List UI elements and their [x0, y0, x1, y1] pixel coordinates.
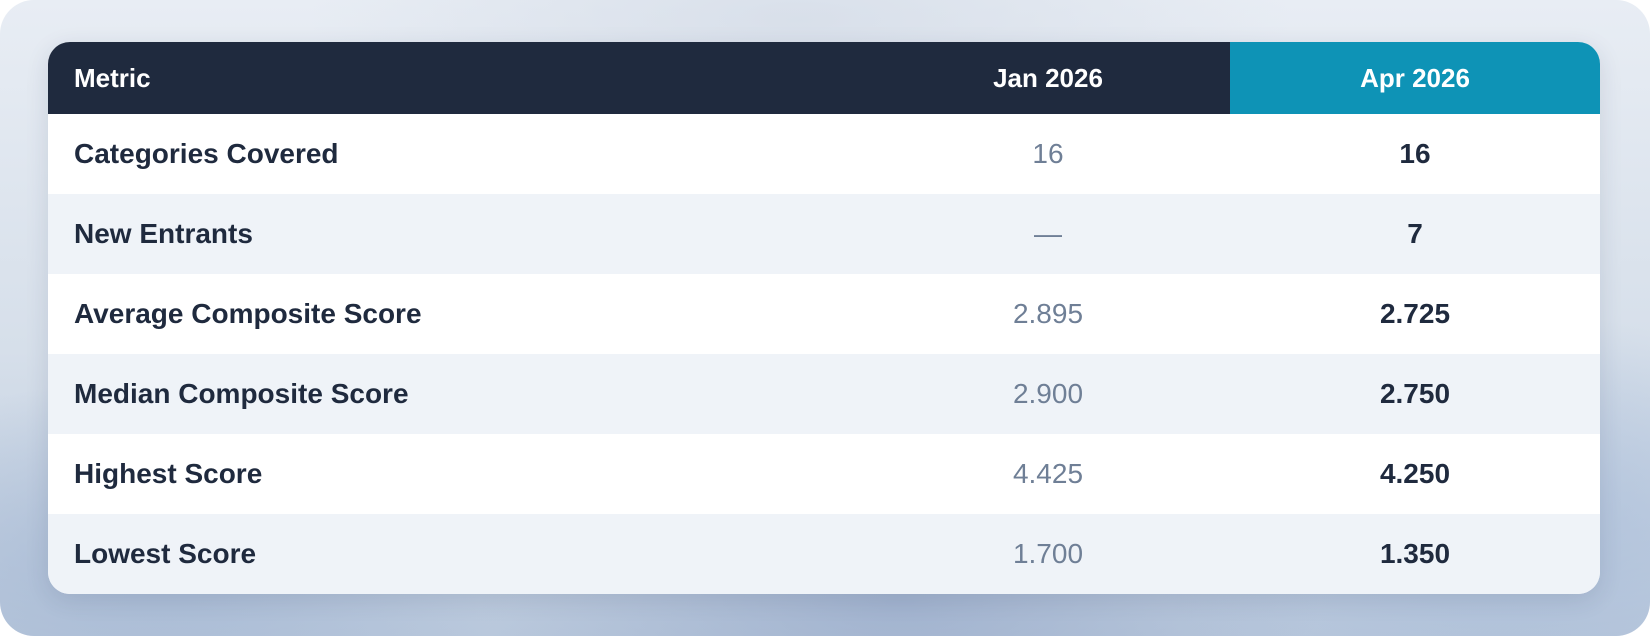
- table-row: Categories Covered 16 16: [48, 114, 1600, 194]
- metric-label: Median Composite Score: [74, 378, 409, 409]
- table-row: Average Composite Score 2.895 2.725: [48, 274, 1600, 354]
- metric-label: New Entrants: [74, 218, 253, 249]
- table-row: Median Composite Score 2.900 2.750: [48, 354, 1600, 434]
- column-header-apr-2026: Apr 2026: [1230, 42, 1600, 114]
- metric-label: Average Composite Score: [74, 298, 422, 329]
- column-header-jan-2026: Jan 2026: [866, 42, 1230, 114]
- jan-value: 2.895: [1012, 298, 1084, 329]
- table-header: Metric Jan 2026 Apr 2026: [48, 42, 1600, 114]
- apr-value: 16: [1399, 138, 1431, 169]
- jan-value: 4.425: [1012, 458, 1084, 489]
- table-body: Categories Covered 16 16 New Entrants — …: [48, 114, 1600, 594]
- column-header-metric: Metric: [48, 42, 866, 114]
- jan-value: 16: [1032, 138, 1064, 169]
- table-row: Lowest Score 1.700 1.350: [48, 514, 1600, 594]
- metric-label: Categories Covered: [74, 138, 339, 169]
- apr-value: 7: [1407, 218, 1423, 249]
- jan-value: 2.900: [1012, 378, 1084, 409]
- comparison-table-card: Metric Jan 2026 Apr 2026 Categories Cove…: [48, 42, 1600, 594]
- jan-value: —: [1034, 218, 1062, 249]
- apr-value: 2.750: [1379, 378, 1451, 409]
- table-row: Highest Score 4.425 4.250: [48, 434, 1600, 514]
- apr-value: 4.250: [1379, 458, 1451, 489]
- jan-value: 1.700: [1012, 538, 1084, 569]
- apr-value: 1.350: [1379, 538, 1451, 569]
- comparison-table: Metric Jan 2026 Apr 2026 Categories Cove…: [48, 42, 1600, 594]
- header-row: Metric Jan 2026 Apr 2026: [48, 42, 1600, 114]
- metric-label: Lowest Score: [74, 538, 257, 569]
- apr-value: 2.725: [1379, 298, 1451, 329]
- table-row: New Entrants — 7: [48, 194, 1600, 274]
- metric-label: Highest Score: [74, 458, 263, 489]
